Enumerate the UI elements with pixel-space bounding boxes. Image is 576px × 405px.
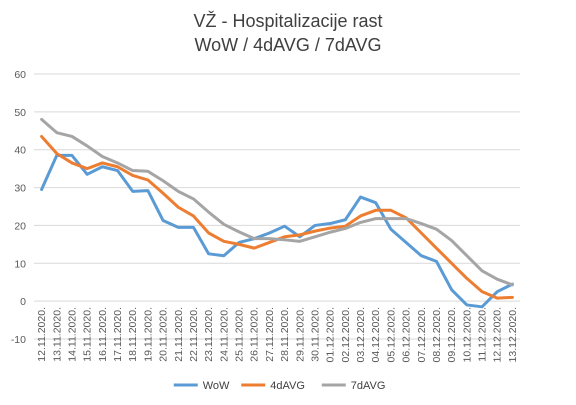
x-tick-label: 09.12.2020. bbox=[446, 307, 458, 362]
x-tick-label: 20.11.2020. bbox=[158, 307, 170, 362]
x-tick-label: 13.12.2020. bbox=[507, 307, 519, 362]
series-lines bbox=[40, 117, 514, 309]
y-tick-label: 10 bbox=[14, 258, 26, 270]
y-tick-label: 50 bbox=[14, 107, 26, 119]
x-tick-label: 18.11.2020. bbox=[127, 307, 139, 362]
x-tick-label: 26.11.2020. bbox=[249, 307, 261, 362]
x-tick-label: 24.11.2020. bbox=[218, 307, 230, 362]
chart-title: VŽ - Hospitalizacije rast bbox=[193, 11, 382, 31]
y-tick-label: 40 bbox=[14, 145, 26, 157]
x-tick-label: 23.11.2020. bbox=[203, 307, 215, 362]
x-tick-label: 29.11.2020. bbox=[294, 307, 306, 362]
x-tick-label: 22.11.2020. bbox=[188, 307, 200, 362]
x-tick-label: 16.11.2020. bbox=[97, 307, 109, 362]
x-tick-label: 13.11.2020. bbox=[51, 307, 63, 362]
x-tick-label: 17.11.2020. bbox=[112, 307, 124, 362]
x-tick-label: 15.11.2020. bbox=[82, 307, 94, 362]
y-axis-tick-labels: -10 0 10 20 30 40 50 60 bbox=[11, 69, 26, 346]
legend-label-7davg: 7dAVG bbox=[351, 380, 386, 392]
x-axis-tick-labels: 12.11.2020. 13.11.2020. 14.11.2020. 15.11.2… bbox=[36, 307, 519, 362]
x-tick-label: 19.11.2020. bbox=[142, 307, 154, 362]
x-tick-label: 04.12.2020. bbox=[370, 307, 382, 362]
x-tick-label: 06.12.2020. bbox=[401, 307, 413, 362]
y-tick-label: 30 bbox=[14, 183, 26, 195]
x-tick-label: 03.12.2020. bbox=[355, 307, 367, 362]
legend: WoW 4dAVG 7dAVG bbox=[173, 380, 386, 392]
x-tick-label: 05.12.2020. bbox=[385, 307, 397, 362]
x-tick-label: 12.11.2020. bbox=[36, 307, 48, 362]
series-line-wow bbox=[40, 153, 514, 309]
y-tick-label: -10 bbox=[11, 334, 26, 346]
x-tick-label: 07.12.2020. bbox=[416, 307, 428, 362]
x-tick-label: 11.12.2020. bbox=[477, 307, 489, 362]
x-tick-label: 12.12.2020. bbox=[492, 307, 504, 362]
x-tick-label: 01.12.2020. bbox=[325, 307, 337, 362]
x-tick-label: 27.11.2020. bbox=[264, 307, 276, 362]
x-tick-label: 30.11.2020. bbox=[309, 307, 321, 362]
x-tick-label: 08.12.2020. bbox=[431, 307, 443, 362]
gridlines bbox=[34, 73, 520, 340]
x-tick-label: 14.11.2020. bbox=[66, 307, 78, 362]
legend-label-wow: WoW bbox=[203, 380, 230, 392]
x-tick-label: 25.11.2020. bbox=[234, 307, 246, 362]
x-tick-label: 10.12.2020. bbox=[461, 307, 473, 362]
legend-label-4davg: 4dAVG bbox=[270, 380, 305, 392]
chart-subtitle: WoW / 4dAVG / 7dAVG bbox=[194, 35, 381, 55]
series-line-7davg bbox=[40, 117, 514, 287]
x-tick-label: 02.12.2020. bbox=[340, 307, 352, 362]
x-tick-label: 28.11.2020. bbox=[279, 307, 291, 362]
x-tick-label: 21.11.2020. bbox=[173, 307, 185, 362]
y-tick-label: 20 bbox=[14, 220, 26, 232]
y-tick-label: 60 bbox=[14, 69, 26, 81]
y-tick-label: 0 bbox=[20, 296, 26, 308]
